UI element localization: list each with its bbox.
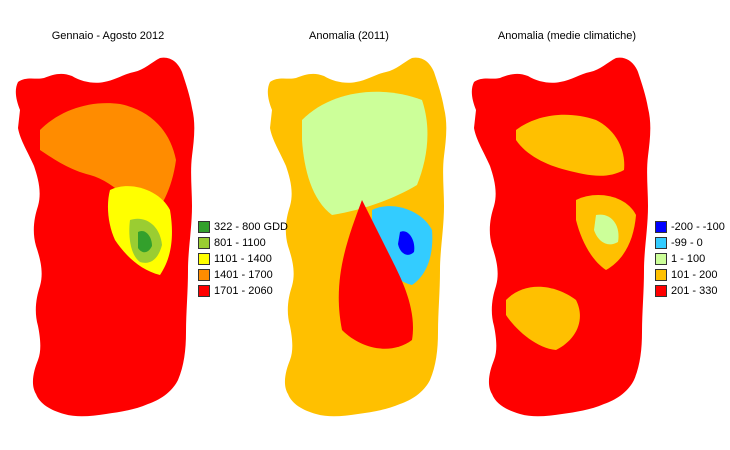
map-anomaly-2011 bbox=[267, 57, 447, 417]
legend-item: 101 - 200 bbox=[655, 267, 725, 283]
legend-item: 1101 - 1400 bbox=[198, 251, 288, 267]
swatch bbox=[198, 221, 210, 233]
legend-item: -99 - 0 bbox=[655, 235, 725, 251]
swatch bbox=[198, 237, 210, 249]
legend-item: 1401 - 1700 bbox=[198, 267, 288, 283]
legend-label: 1401 - 1700 bbox=[214, 269, 273, 281]
swatch bbox=[198, 269, 210, 281]
legend-item: 1701 - 2060 bbox=[198, 283, 288, 299]
legend-label: 101 - 200 bbox=[671, 269, 718, 281]
panel-title-anomaly-2011: Anomalia (2011) bbox=[309, 30, 389, 42]
swatch bbox=[198, 253, 210, 265]
legend-item: 201 - 330 bbox=[655, 283, 725, 299]
swatch bbox=[655, 237, 667, 249]
legend-label: 322 - 800 GDD bbox=[214, 221, 288, 233]
legend-label: -200 - -100 bbox=[671, 221, 725, 233]
legend-label: 801 - 1100 bbox=[214, 237, 266, 249]
legend-label: 201 - 330 bbox=[671, 285, 718, 297]
legend-label: 1701 - 2060 bbox=[214, 285, 273, 297]
swatch bbox=[198, 285, 210, 297]
legend-label: -99 - 0 bbox=[671, 237, 703, 249]
swatch bbox=[655, 221, 667, 233]
swatch bbox=[655, 253, 667, 265]
legend-gdd: 322 - 800 GDD 801 - 1100 1101 - 1400 140… bbox=[198, 219, 288, 299]
legend-item: 322 - 800 GDD bbox=[198, 219, 288, 235]
map-anomaly-climate bbox=[471, 57, 651, 417]
map-gdd bbox=[15, 57, 195, 417]
panel-title-anomaly-climate: Anomalia (medie climatiche) bbox=[497, 30, 637, 42]
legend-item: -200 - -100 bbox=[655, 219, 725, 235]
legend-anomaly: -200 - -100 -99 - 0 1 - 100 101 - 200 20… bbox=[655, 219, 725, 299]
panel-title-gdd: Gennaio - Agosto 2012 bbox=[51, 30, 165, 42]
legend-item: 801 - 1100 bbox=[198, 235, 288, 251]
swatch bbox=[655, 269, 667, 281]
legend-label: 1101 - 1400 bbox=[214, 253, 272, 265]
legend-item: 1 - 100 bbox=[655, 251, 725, 267]
swatch bbox=[655, 285, 667, 297]
legend-label: 1 - 100 bbox=[671, 253, 706, 265]
